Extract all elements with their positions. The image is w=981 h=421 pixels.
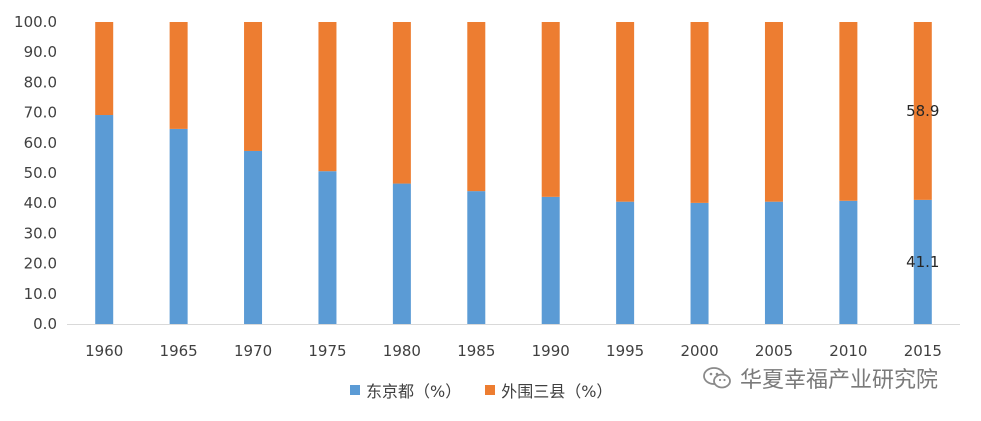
x-tick-label: 1965: [160, 342, 198, 360]
bar-outer-1985: [467, 22, 486, 192]
y-tick-label: 50.0: [24, 164, 57, 182]
bar-outer-2000: [690, 22, 709, 203]
bar-outer-2010: [839, 22, 858, 201]
x-tick-label: 1960: [85, 342, 123, 360]
bar-tokyo-2010: [839, 200, 858, 324]
bar-outer-1965: [169, 22, 188, 129]
y-tick-label: 10.0: [24, 285, 57, 303]
bar-outer-1970: [244, 22, 263, 151]
bar-tokyo-2015: [913, 199, 932, 324]
data-label: 58.9: [906, 102, 939, 120]
bar-outer-2005: [764, 22, 783, 202]
x-tick-label: 1970: [234, 342, 272, 360]
bar-tokyo-1975: [318, 171, 337, 324]
x-tick-label: 2000: [680, 342, 718, 360]
bar-tokyo-1990: [541, 196, 560, 324]
x-tick-label: 1980: [383, 342, 421, 360]
wechat-icon: [703, 367, 731, 389]
bar-tokyo-1985: [467, 191, 486, 324]
y-tick-label: 60.0: [24, 134, 57, 152]
legend-item-tokyo: 东京都（%）: [350, 378, 461, 402]
y-tick-label: 20.0: [24, 255, 57, 273]
bar-outer-2015: [913, 22, 932, 200]
y-tick-label: 100.0: [14, 13, 57, 31]
x-tick-label: 2010: [829, 342, 867, 360]
bar-tokyo-1995: [616, 201, 635, 324]
bar-outer-1990: [541, 22, 560, 197]
bar-tokyo-2005: [764, 201, 783, 324]
bar-tokyo-1960: [95, 115, 114, 325]
bar-outer-1995: [616, 22, 635, 202]
x-tick-label: 2005: [755, 342, 793, 360]
bar-tokyo-2000: [690, 202, 709, 324]
bar-tokyo-1980: [392, 183, 411, 324]
x-tick-label: 1995: [606, 342, 644, 360]
y-tick-label: 90.0: [24, 43, 57, 61]
x-tick-label: 1975: [308, 342, 346, 360]
bar-tokyo-1970: [244, 150, 263, 324]
bar-tokyo-1965: [169, 128, 188, 324]
legend-label-outer: 外围三县（%）: [501, 382, 613, 401]
x-tick-label: 1990: [532, 342, 570, 360]
y-tick-label: 40.0: [24, 194, 57, 212]
watermark-text: 华夏幸福产业研究院: [740, 368, 939, 393]
x-tick-label: 1985: [457, 342, 495, 360]
y-tick-label: 80.0: [24, 73, 57, 91]
legend-label-tokyo: 东京都（%）: [366, 382, 462, 401]
legend-swatch-outer: [485, 385, 496, 395]
bar-outer-1980: [392, 22, 411, 184]
legend-swatch-tokyo: [350, 385, 360, 395]
bar-outer-1960: [95, 22, 114, 116]
y-tick-label: 70.0: [24, 104, 57, 122]
bar-outer-1975: [318, 22, 337, 172]
x-tick-label: 2015: [904, 342, 942, 360]
y-tick-label: 0.0: [33, 315, 57, 333]
chart-legend: 东京都（%） 外围三县（%）: [350, 378, 612, 402]
data-label: 41.1: [906, 253, 939, 271]
y-tick-label: 30.0: [24, 224, 57, 242]
legend-item-outer: 外围三县（%）: [485, 378, 612, 402]
watermark: 华夏幸福产业研究院: [702, 362, 938, 394]
